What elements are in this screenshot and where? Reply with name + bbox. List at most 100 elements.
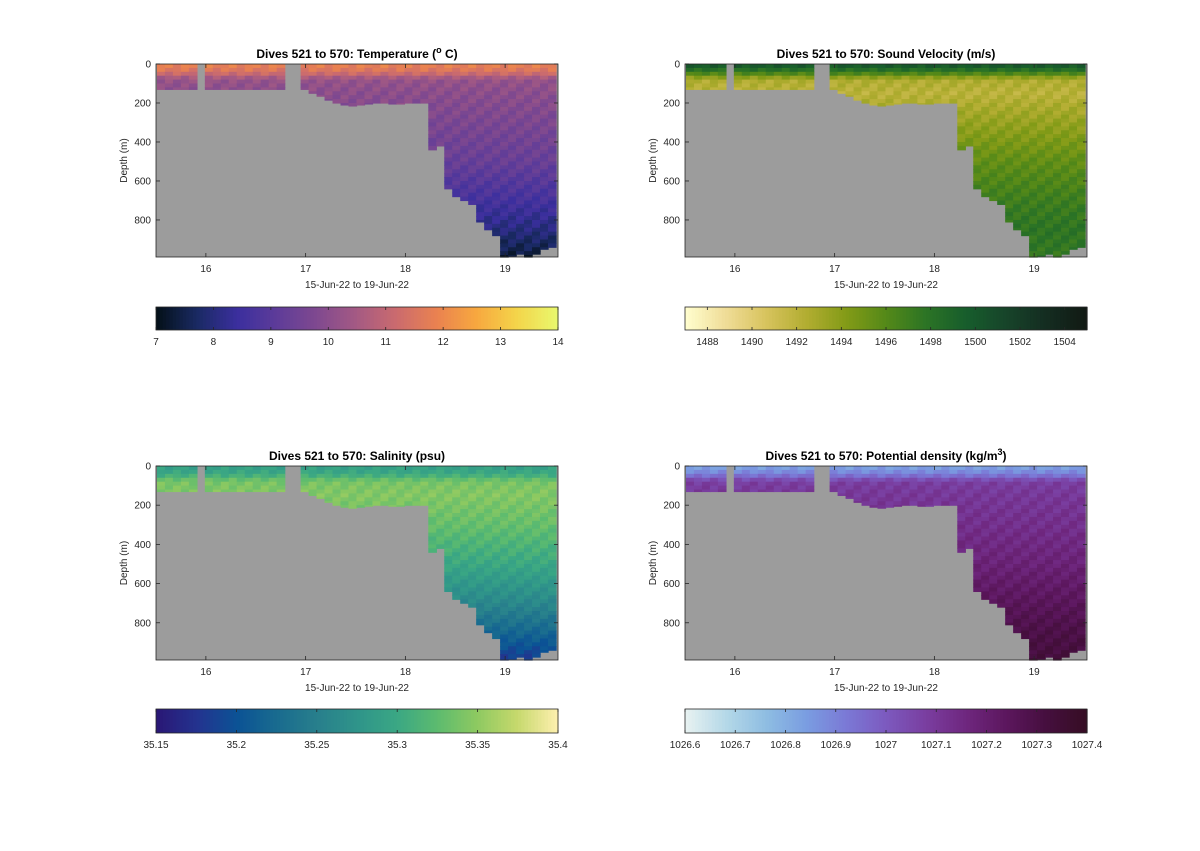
data-cell: [372, 493, 382, 498]
data-cell: [925, 102, 935, 105]
data-cell: [1076, 469, 1086, 475]
data-cell: [997, 603, 1006, 608]
data-cell: [973, 501, 982, 506]
colorbar-segment: [501, 709, 505, 733]
data-cell: [452, 130, 461, 135]
colorbar-segment: [531, 307, 536, 330]
data-cell: [516, 157, 525, 163]
dive-column: [885, 64, 895, 106]
data-cell: [516, 231, 525, 237]
colorbar-segment: [206, 709, 211, 733]
data-cell: [508, 184, 517, 190]
data-cell: [1029, 212, 1038, 217]
data-cell: [773, 64, 783, 69]
data-cell: [388, 64, 398, 69]
data-cell: [364, 91, 374, 96]
data-cell: [492, 138, 501, 143]
data-cell: [460, 556, 469, 561]
data-cell: [685, 64, 695, 69]
data-cell: [1005, 466, 1014, 471]
data-cell: [404, 67, 413, 73]
dive-column: [500, 64, 509, 258]
data-cell: [1013, 516, 1022, 522]
data-cell: [733, 79, 743, 85]
data-cell: [452, 595, 461, 600]
data-cell: [436, 64, 445, 69]
data-cell: [540, 208, 549, 213]
colorbar-segment: [966, 709, 971, 733]
data-cell: [693, 473, 703, 479]
data-cell: [348, 497, 358, 502]
data-cell: [805, 477, 815, 483]
data-cell: [1005, 516, 1014, 522]
data-cell: [1037, 591, 1046, 596]
colorbar-segment: [199, 307, 204, 330]
colorbar-segment: [936, 307, 941, 330]
data-cell: [1053, 64, 1062, 69]
data-cell: [156, 466, 166, 471]
data-cell: [524, 469, 533, 475]
colorbar-segment: [812, 709, 817, 733]
data-cell: [532, 75, 541, 81]
dive-column: [372, 64, 382, 104]
colorbar-segment: [189, 709, 194, 733]
data-cell: [981, 157, 990, 163]
data-cell: [508, 513, 517, 518]
data-cell: [404, 497, 413, 502]
data-cell: [532, 638, 541, 643]
data-cell: [547, 603, 557, 608]
data-cell: [540, 67, 549, 73]
data-cell: [749, 477, 759, 483]
colorbar-tick-label: 35.25: [304, 740, 329, 751]
data-cell: [444, 64, 453, 69]
data-cell: [1037, 106, 1046, 112]
colorbar-segment: [159, 307, 164, 330]
colorbar-segment: [932, 709, 937, 733]
data-cell: [300, 489, 310, 493]
data-cell: [717, 477, 727, 483]
data-cell: [524, 216, 533, 221]
colorbar-segment: [440, 709, 445, 733]
data-cell: [757, 71, 767, 77]
data-cell: [701, 489, 711, 493]
data-cell: [444, 118, 453, 124]
data-cell: [1037, 79, 1046, 85]
data-cell: [524, 219, 533, 225]
data-cell: [1029, 611, 1038, 616]
colorbar-segment: [1040, 709, 1045, 733]
data-cell: [981, 145, 990, 151]
data-cell: [1037, 540, 1046, 545]
data-cell: [861, 501, 871, 506]
data-cell: [805, 485, 815, 491]
data-cell: [428, 548, 437, 553]
data-cell: [1069, 239, 1078, 244]
data-cell: [332, 485, 342, 491]
colorbar-segment: [527, 307, 532, 330]
data-cell: [316, 95, 326, 97]
data-cell: [516, 177, 525, 182]
data-cell: [1037, 466, 1046, 471]
data-cell: [1005, 110, 1014, 116]
data-cell: [1021, 188, 1030, 194]
data-cell: [933, 91, 942, 96]
data-cell: [524, 481, 533, 487]
colorbar-segment: [169, 307, 174, 330]
colorbar-tick-label: 35.3: [387, 740, 407, 751]
data-cell: [508, 239, 517, 244]
data-cell: [1037, 560, 1046, 565]
data-cell: [1029, 520, 1038, 526]
data-cell: [500, 114, 509, 120]
data-cell: [973, 513, 982, 518]
data-cell: [164, 466, 174, 471]
dive-column: [717, 64, 727, 90]
data-cell: [540, 247, 549, 250]
data-cell: [484, 536, 493, 542]
data-cell: [989, 552, 998, 557]
data-cell: [917, 469, 927, 475]
colorbar-segment: [263, 709, 268, 733]
data-cell: [500, 149, 509, 155]
data-cell: [492, 607, 501, 612]
colorbar-segment: [862, 307, 867, 330]
data-cell: [1053, 106, 1062, 112]
